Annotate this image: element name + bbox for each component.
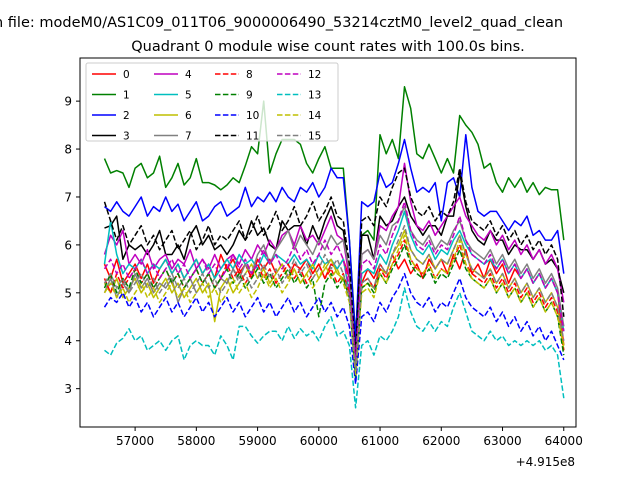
series-line-12 — [103, 201, 565, 361]
y-tick-label: 7 — [64, 190, 72, 204]
series-line-15 — [103, 224, 565, 371]
legend-label-12: 12 — [308, 69, 321, 81]
legend-label-3: 3 — [123, 131, 130, 143]
legend-label-11: 11 — [246, 131, 259, 143]
series-line-10 — [103, 272, 565, 385]
legend-label-5: 5 — [185, 90, 192, 102]
figure-suptitle: n file: modeM0/AS1C09_011T06_9000006490_… — [0, 15, 563, 31]
x-tick-label: 63000 — [483, 434, 521, 448]
plot-frame — [79, 57, 577, 428]
x-tick-label: 64000 — [545, 434, 583, 448]
series-line-2 — [104, 133, 565, 342]
legend-label-9: 9 — [246, 90, 253, 102]
legend-label-13: 13 — [308, 90, 321, 102]
series-line-1 — [103, 86, 565, 337]
y-tick-label: 9 — [64, 95, 72, 109]
series-layer — [103, 86, 565, 409]
y-tick-label: 3 — [64, 382, 72, 396]
legend-label-10: 10 — [246, 110, 259, 122]
series-line-11 — [103, 167, 565, 356]
legend-label-8: 8 — [246, 69, 253, 81]
y-tick-label: 6 — [64, 238, 72, 252]
legend-label-1: 1 — [123, 90, 130, 102]
legend-label-4: 4 — [185, 69, 192, 81]
series-line-4 — [103, 162, 565, 366]
y-tick-label: 4 — [64, 334, 72, 348]
y-axis: 3 4 5 6 7 8 9 — [64, 95, 80, 396]
chart-title: Quadrant 0 module wise count rates with … — [131, 39, 525, 55]
y-tick-label: 5 — [64, 286, 72, 300]
x-tick-label: 59000 — [238, 434, 276, 448]
series-line-3 — [104, 172, 565, 361]
x-offset-text: +4.915e8 — [516, 455, 575, 469]
series-line-7 — [103, 205, 565, 371]
legend-label-15: 15 — [308, 131, 321, 143]
x-tick-label: 61000 — [361, 434, 399, 448]
legend-label-14: 14 — [308, 110, 322, 122]
x-tick-label: 62000 — [422, 434, 460, 448]
x-tick-label: 58000 — [177, 434, 215, 448]
legend-label-6: 6 — [185, 110, 192, 122]
legend-label-0: 0 — [123, 69, 130, 81]
y-tick-label: 8 — [64, 143, 72, 157]
legend-label-7: 7 — [185, 131, 192, 143]
series-line-14 — [103, 234, 565, 376]
x-tick-label: 60000 — [300, 434, 338, 448]
series-line-13 — [104, 287, 565, 409]
legend-label-2: 2 — [123, 110, 130, 122]
x-axis: 57000 58000 59000 60000 61000 62000 63000 64000 — [116, 427, 583, 448]
legend-frame — [85, 62, 339, 142]
x-tick-label: 57000 — [116, 434, 154, 448]
